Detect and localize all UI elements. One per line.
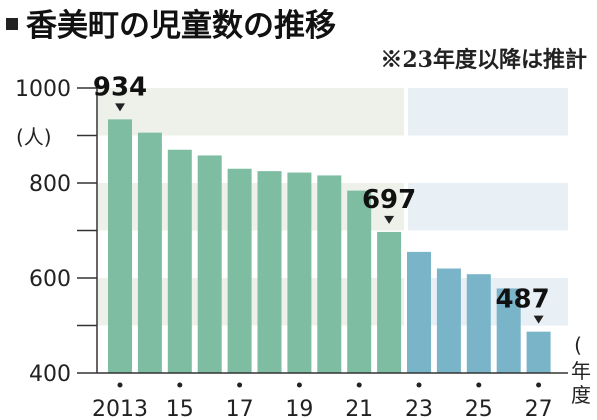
x-tick-dot [177, 382, 183, 388]
estimate-note: ※23年度以降は推計 [380, 47, 587, 73]
grid-band-estimate [408, 183, 568, 231]
y-tick-label: 800 [29, 172, 71, 197]
data-label: 934 [93, 72, 147, 102]
x-tick-label: 2013 [92, 397, 148, 420]
x-tick-label: 23 [405, 397, 433, 420]
x-tick-dot [416, 382, 422, 388]
y-axis-unit-label: (人) [16, 125, 52, 149]
bar [526, 331, 551, 373]
x-axis-unit-paren-open: ( [574, 333, 582, 357]
grid-band-actual [98, 88, 404, 136]
bar [108, 119, 132, 373]
x-tick-label: 21 [345, 397, 373, 420]
x-tick-label: 25 [465, 397, 493, 420]
bar [496, 288, 521, 373]
chart-title-text: 香美町の児童数の推移 [26, 7, 336, 44]
x-axis-label-char: 年 [571, 359, 591, 383]
bar [347, 190, 372, 373]
bar [227, 168, 252, 373]
data-label: 487 [495, 285, 549, 315]
x-tick-label: 27 [525, 397, 553, 420]
annotation-arrow-icon [115, 103, 125, 112]
x-tick-dot [476, 382, 482, 388]
bar [137, 132, 162, 373]
y-tick-label: 400 [29, 362, 71, 387]
bar [436, 268, 461, 373]
bar [197, 155, 222, 373]
bar [466, 274, 491, 373]
data-label: 697 [362, 185, 416, 215]
bar [407, 251, 431, 373]
x-tick-label: 17 [226, 397, 254, 420]
annotation-arrow-icon [384, 215, 395, 224]
bar [257, 171, 282, 373]
bar [377, 231, 402, 373]
x-tick-label: 15 [166, 397, 194, 420]
chart-title: 香美町の児童数の推移 [6, 2, 336, 44]
x-axis-label-char: 度 [571, 383, 591, 407]
bar [317, 175, 342, 373]
x-tick-dot [117, 382, 123, 388]
bar [287, 172, 312, 373]
x-tick-dot [356, 382, 362, 388]
grid-band-estimate [408, 88, 568, 136]
title-marker-icon [6, 17, 18, 30]
annotation-arrow-icon [533, 315, 544, 324]
y-tick-label: 600 [29, 267, 71, 292]
x-tick-dot [296, 382, 302, 388]
x-tick-label: 19 [285, 397, 313, 420]
y-tick-label: 1000 [15, 77, 71, 102]
x-tick-dot [237, 382, 243, 388]
bar [167, 149, 192, 373]
x-tick-dot [536, 382, 542, 388]
